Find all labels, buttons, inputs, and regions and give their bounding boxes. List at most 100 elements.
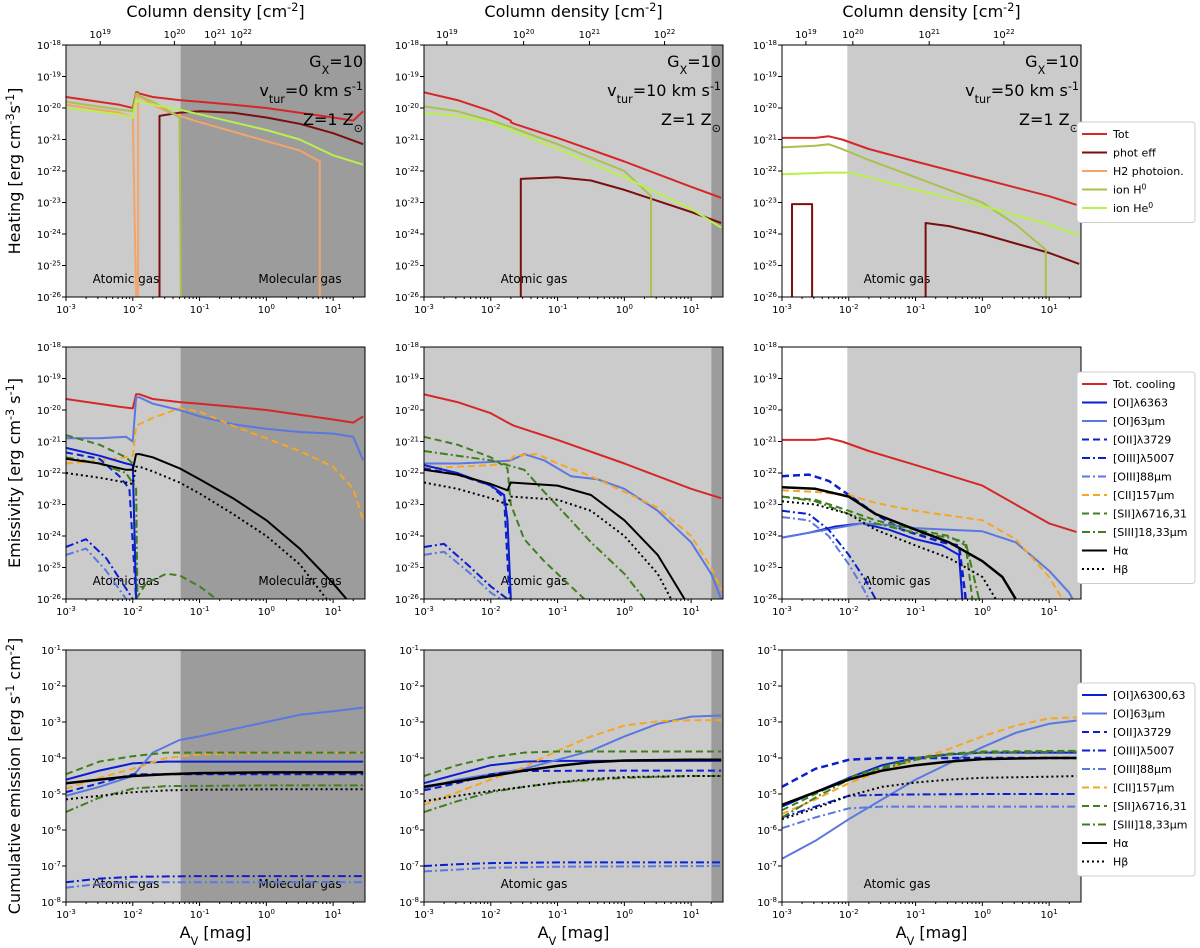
y-tick-label: 10-24 [395, 530, 420, 543]
series-line [782, 500, 997, 599]
legend-label: [OIII]λ5007 [1113, 745, 1174, 758]
x-axis-label: AV [mag] [896, 923, 968, 948]
y-tick-label: 10-8 [399, 896, 419, 909]
x-tick-label: 10-3 [772, 303, 792, 316]
y-tick-label: 10-19 [395, 71, 419, 84]
top-tick-label: 1021 [204, 28, 226, 41]
y-tick-label: 10-19 [753, 71, 777, 84]
y-tick-label: 10-6 [399, 824, 419, 837]
region-shade [180, 347, 365, 599]
top-tick-label: 1019 [89, 28, 111, 41]
series-group [66, 393, 365, 599]
series-group [66, 706, 364, 889]
y-tick-label: 10-22 [37, 165, 61, 178]
x-tick-label: 100 [974, 303, 991, 316]
legend-label: [SIII]18,33μm [1113, 526, 1188, 539]
y-tick-label: 10-19 [753, 373, 777, 386]
region-shade [711, 45, 723, 297]
y-tick-label: 10-6 [41, 824, 61, 837]
y-tick-label: 10-1 [757, 644, 777, 657]
region-shade [424, 45, 712, 297]
series-line [424, 750, 722, 777]
panel-annotation: vtur=50 km s-1 [965, 80, 1079, 106]
x-tick-label: 10-1 [906, 605, 926, 618]
y-tick-label: 10-8 [41, 896, 61, 909]
series-line [782, 509, 877, 599]
panel-r0-c2: Atomic gas 10-3 10-2 10-1 100 101 10-26 10-25 10… [753, 28, 1082, 316]
series-line [782, 719, 1080, 860]
y-tick-label: 10-25 [395, 562, 419, 575]
y-tick-label: 10-26 [37, 593, 62, 606]
y-tick-label: 10-23 [753, 197, 777, 210]
region-label: Atomic gas [864, 877, 931, 891]
y-tick-label: 10-1 [41, 644, 61, 657]
y-tick-label: 10-6 [757, 824, 777, 837]
y-tick-label: 10-18 [37, 341, 61, 354]
y-tick-label: 10-1 [399, 644, 419, 657]
series-line [424, 435, 585, 599]
series-line [66, 434, 217, 599]
y-tick-label: 10-23 [37, 197, 61, 210]
x-tick-label: 10-2 [481, 908, 501, 921]
x-tick-label: 101 [683, 303, 700, 316]
region-shade [847, 45, 1081, 297]
y-tick-label: 10-20 [37, 102, 61, 115]
series-line [782, 775, 1080, 821]
x-tick-label: 10-1 [190, 605, 210, 618]
panel-r2-c0: Atomic gas Molecular gas 10-3 10-2 10-1 100 10… [41, 644, 366, 921]
x-tick-label: 101 [325, 908, 342, 921]
series-group [66, 91, 364, 297]
series-group [782, 437, 1080, 599]
x-tick-label: 10-1 [906, 303, 926, 316]
x-tick-label: 101 [1041, 303, 1058, 316]
series-line [782, 135, 1080, 207]
legend-box [1076, 371, 1196, 584]
series-line [66, 788, 364, 801]
region-label: Atomic gas [93, 574, 160, 588]
y-tick-label: 10-18 [753, 341, 777, 354]
series-line [66, 875, 364, 884]
region-label: Atomic gas [501, 877, 568, 891]
region-shade [711, 347, 723, 599]
y-tick-label: 10-7 [399, 860, 419, 873]
legend-label: H2 photoion. [1113, 165, 1184, 178]
panel-r1-c1: Atomic gas 10-3 10-2 10-1 100 101 10-26 10-25 10… [395, 341, 724, 618]
y-tick-label: 10-4 [757, 752, 777, 765]
series-line [66, 99, 364, 166]
series-line [66, 773, 364, 794]
region-label: Atomic gas [864, 574, 931, 588]
top-axis-label: Column density [cm-2] [126, 1, 304, 22]
y-tick-label: 10-24 [395, 228, 420, 241]
series-line [424, 464, 512, 599]
panel-frame [65, 649, 366, 903]
region-label: Atomic gas [864, 272, 931, 286]
top-tick-label: 1019 [436, 28, 458, 41]
series-line [424, 542, 509, 599]
series-line [782, 756, 1080, 806]
labels: Column density [cm-2] Column density [cm-… [4, 1, 1021, 948]
series-line [66, 407, 365, 521]
legend-label: [OI]λ6363 [1113, 397, 1168, 410]
y-tick-label: 10-4 [41, 752, 61, 765]
legend-label: Tot. cooling [1112, 378, 1175, 391]
series-line [424, 111, 722, 229]
panel-r1-c2: Atomic gas 10-3 10-2 10-1 100 101 10-26 10-25 10… [753, 341, 1082, 618]
panel-frame [423, 649, 724, 903]
series-line [782, 485, 1017, 599]
top-tick-label: 1019 [795, 28, 817, 41]
y-tick-label: 10-21 [753, 436, 777, 449]
x-tick-label: 100 [974, 908, 991, 921]
region-label: Molecular gas [258, 272, 341, 286]
y-tick-label: 10-8 [757, 896, 777, 909]
legend-label: Tot [1112, 128, 1130, 141]
series-line [782, 716, 1080, 815]
y-tick-label: 10-23 [395, 499, 419, 512]
series-line [66, 784, 364, 813]
x-tick-label: 10-3 [414, 303, 434, 316]
y-tick-label: 10-2 [399, 680, 419, 693]
panel-annotation: Z=1 Z⊙ [303, 110, 363, 135]
region-label: Molecular gas [258, 877, 341, 891]
panel-annotation: GX=10 [309, 52, 363, 77]
series-line [66, 706, 364, 797]
